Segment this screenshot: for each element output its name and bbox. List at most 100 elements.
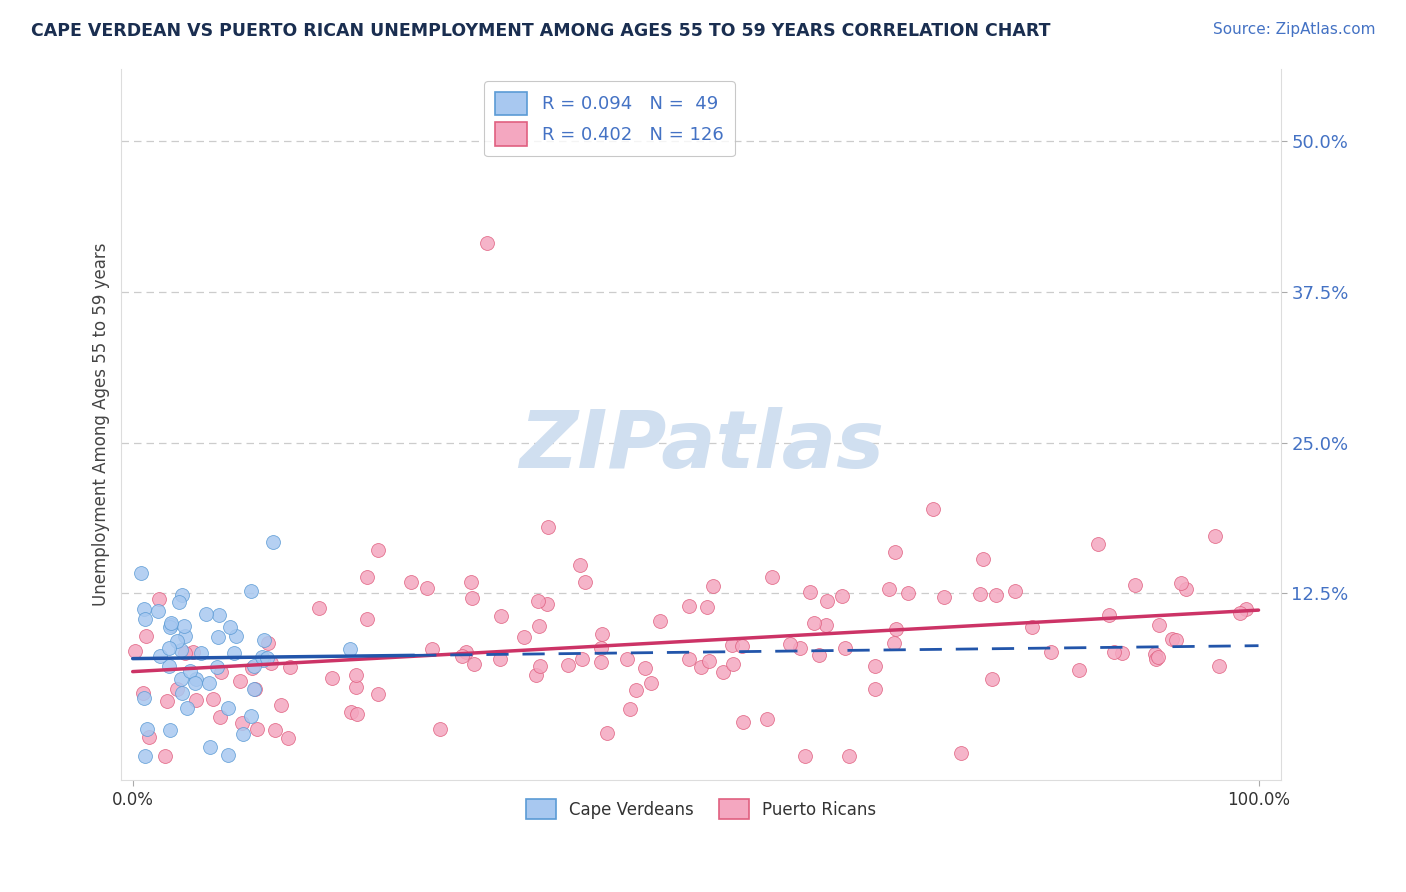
Point	[270, 698, 292, 712]
Point	[1098, 607, 1121, 622]
Point	[208, 608, 231, 623]
Point	[834, 640, 856, 655]
Point	[246, 722, 269, 736]
Point	[1175, 582, 1198, 596]
Point	[131, 566, 153, 580]
Point	[217, 701, 239, 715]
Point	[884, 622, 907, 636]
Point	[257, 636, 280, 650]
Point	[260, 657, 283, 671]
Point	[863, 659, 886, 673]
Point	[217, 747, 239, 762]
Point	[1144, 652, 1167, 666]
Point	[1004, 584, 1026, 599]
Point	[243, 681, 266, 696]
Point	[195, 607, 218, 621]
Point	[803, 616, 825, 631]
Point	[184, 676, 207, 690]
Point	[179, 664, 201, 678]
Point	[252, 650, 274, 665]
Point	[138, 730, 160, 744]
Point	[159, 618, 181, 632]
Point	[159, 659, 181, 673]
Point	[689, 659, 711, 673]
Point	[536, 597, 558, 611]
Point	[429, 722, 451, 736]
Point	[159, 620, 181, 634]
Point	[1147, 650, 1170, 665]
Point	[339, 641, 361, 656]
Point	[779, 636, 801, 650]
Legend: Cape Verdeans, Puerto Ricans: Cape Verdeans, Puerto Ricans	[519, 793, 883, 825]
Point	[568, 558, 591, 573]
Point	[166, 681, 188, 696]
Point	[198, 739, 221, 754]
Point	[969, 587, 991, 601]
Text: CAPE VERDEAN VS PUERTO RICAN UNEMPLOYMENT AMONG AGES 55 TO 59 YEARS CORRELATION : CAPE VERDEAN VS PUERTO RICAN UNEMPLOYMEN…	[31, 22, 1050, 40]
Point	[253, 632, 276, 647]
Point	[814, 617, 837, 632]
Point	[678, 652, 700, 666]
Point	[219, 620, 242, 634]
Point	[1144, 648, 1167, 662]
Point	[153, 749, 176, 764]
Point	[721, 657, 744, 672]
Point	[650, 614, 672, 628]
Text: Source: ZipAtlas.com: Source: ZipAtlas.com	[1212, 22, 1375, 37]
Point	[713, 665, 735, 680]
Point	[460, 575, 482, 590]
Point	[148, 592, 170, 607]
Point	[146, 604, 169, 618]
Point	[170, 588, 193, 602]
Point	[134, 749, 156, 764]
Point	[591, 641, 613, 656]
Point	[256, 651, 278, 665]
Point	[1102, 645, 1125, 659]
Point	[205, 660, 228, 674]
Point	[596, 726, 619, 740]
Point	[1234, 601, 1257, 615]
Point	[513, 630, 536, 644]
Point	[489, 652, 512, 666]
Point	[838, 749, 860, 764]
Point	[721, 638, 744, 652]
Point	[173, 619, 195, 633]
Point	[184, 693, 207, 707]
Point	[702, 579, 724, 593]
Point	[346, 707, 368, 722]
Point	[149, 649, 172, 664]
Point	[308, 601, 330, 615]
Point	[877, 582, 900, 597]
Point	[831, 590, 853, 604]
Point	[1204, 528, 1226, 542]
Point	[170, 643, 193, 657]
Point	[626, 683, 648, 698]
Point	[1166, 632, 1188, 647]
Point	[181, 645, 204, 659]
Point	[339, 705, 361, 719]
Point	[167, 595, 190, 609]
Point	[243, 659, 266, 673]
Point	[176, 701, 198, 715]
Point	[1170, 575, 1192, 590]
Point	[124, 644, 146, 658]
Point	[1208, 659, 1230, 673]
Point	[619, 702, 641, 716]
Point	[897, 586, 920, 600]
Point	[173, 647, 195, 661]
Point	[972, 551, 994, 566]
Point	[184, 672, 207, 686]
Point	[239, 709, 262, 723]
Point	[170, 672, 193, 686]
Point	[416, 581, 439, 595]
Point	[526, 594, 548, 608]
Point	[807, 648, 830, 662]
Point	[863, 681, 886, 696]
Point	[756, 712, 779, 726]
Point	[232, 727, 254, 741]
Point	[461, 591, 484, 605]
Point	[157, 641, 180, 656]
Point	[463, 657, 485, 671]
Point	[932, 590, 955, 604]
Point	[172, 686, 194, 700]
